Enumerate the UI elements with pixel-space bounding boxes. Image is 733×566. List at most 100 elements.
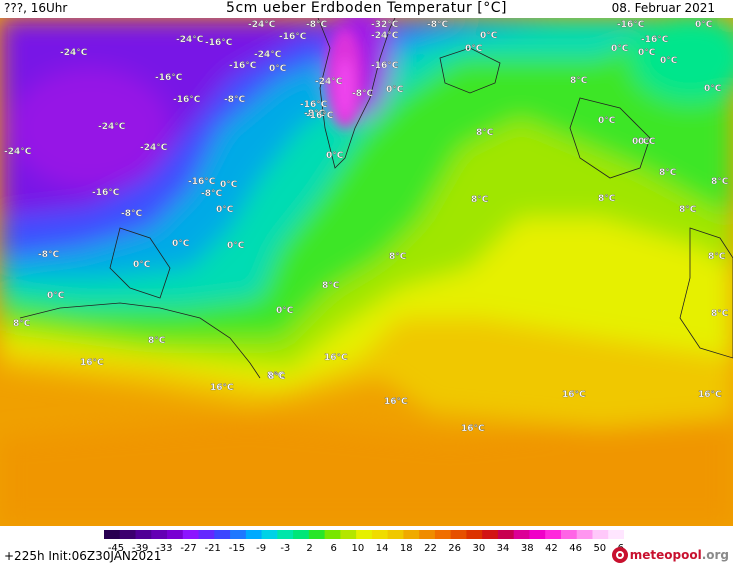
temperature-map: -24°C -8°C -32°C -8°C -16°C 0°C -24°C -1… bbox=[0, 18, 733, 526]
temperature-labels: -24°C -8°C -32°C -8°C -16°C 0°C -24°C -1… bbox=[4, 20, 729, 434]
map-label: 0°C bbox=[465, 44, 483, 54]
map-label: 0°C bbox=[704, 84, 722, 94]
map-label: 0°C bbox=[227, 241, 245, 251]
map-label: 16°C bbox=[324, 353, 348, 363]
map-label: 0°C bbox=[326, 151, 344, 161]
color-legend: -45 -39 -33 -27 -21 -15 -9 -3 2 6 10 14 18 22 26 30 34 38… bbox=[104, 530, 624, 554]
map-label: 16°C bbox=[461, 424, 485, 434]
legend-swatch bbox=[466, 530, 483, 539]
map-label: 0°C bbox=[695, 20, 713, 30]
map-label: -8°C bbox=[201, 189, 222, 199]
map-label: -16°C bbox=[300, 100, 328, 110]
legend-swatch bbox=[135, 530, 152, 539]
map-label: -24°C bbox=[254, 50, 282, 60]
legend-swatch bbox=[151, 530, 168, 539]
greenland-cold-core bbox=[327, 28, 363, 128]
map-label: 16°C bbox=[698, 390, 722, 400]
legend-swatch bbox=[482, 530, 499, 539]
map-label: -8°C bbox=[306, 20, 327, 30]
map-label: 0°C bbox=[480, 31, 498, 41]
map-label: 0°C bbox=[47, 291, 65, 301]
legend-tick-label: -39 bbox=[132, 543, 148, 554]
legend-swatch bbox=[308, 530, 326, 539]
legend-swatch bbox=[230, 530, 247, 539]
legend-swatch bbox=[403, 530, 420, 539]
map-label: 8°C bbox=[711, 177, 729, 187]
legend-swatch bbox=[261, 530, 278, 539]
legend-tick-label: 34 bbox=[497, 543, 510, 554]
map-label: 0°C bbox=[220, 180, 238, 190]
legend-swatch bbox=[545, 530, 562, 539]
map-label: 0°C bbox=[133, 260, 151, 270]
map-label: 8°C bbox=[570, 76, 588, 86]
legend-swatch bbox=[340, 530, 357, 539]
map-label: 8°C bbox=[389, 252, 407, 262]
map-label: -8°C bbox=[121, 209, 142, 219]
meteopool-logo[interactable]: meteopool .org bbox=[611, 546, 729, 564]
map-label: 8°C bbox=[471, 195, 489, 205]
map-label: 16°C bbox=[384, 397, 408, 407]
map-label: 8°C bbox=[659, 168, 677, 178]
map-label: 0°C bbox=[611, 44, 629, 54]
legend-swatch bbox=[198, 530, 215, 539]
map-label: -24°C bbox=[248, 20, 276, 30]
coastlines bbox=[19, 18, 733, 379]
map-label: 0°C bbox=[632, 137, 650, 147]
map-label: -16°C bbox=[173, 95, 201, 105]
logo-text: meteopool bbox=[629, 548, 702, 562]
legend-tick-label: 38 bbox=[521, 543, 534, 554]
map-label: 0°C bbox=[269, 64, 287, 74]
map-label: 8°C bbox=[476, 128, 494, 138]
legend-swatch bbox=[245, 530, 263, 539]
map-label: -8°C bbox=[427, 20, 448, 30]
map-label: -24°C bbox=[315, 77, 343, 87]
legend-swatch bbox=[419, 530, 436, 539]
legend-tick-label: 10 bbox=[352, 543, 365, 554]
footer-bar: -45 -39 -33 -27 -21 -15 -9 -3 2 6 10 14 18 22 26 30 34 38… bbox=[0, 526, 733, 566]
map-label: -16°C bbox=[617, 20, 645, 30]
valid-date-label: 08. Februar 2021 bbox=[611, 1, 715, 15]
legend-swatch bbox=[387, 530, 404, 539]
map-label: 0°C bbox=[172, 239, 190, 249]
map-label: 16°C bbox=[80, 358, 104, 368]
legend-swatch bbox=[167, 530, 184, 539]
legend-tick-label: -45 bbox=[108, 543, 124, 554]
map-label: -32°C bbox=[371, 20, 399, 30]
valid-time-label: ???, 16Uhr bbox=[4, 1, 68, 15]
map-label: 8°C bbox=[679, 205, 697, 215]
legend-tick-label: 50 bbox=[593, 543, 606, 554]
map-label: -16°C bbox=[371, 61, 399, 71]
legend-tick-label: 30 bbox=[472, 543, 485, 554]
map-label: -24°C bbox=[60, 48, 88, 58]
map-label: 0°C bbox=[276, 306, 294, 316]
map-label: 8°C bbox=[13, 319, 31, 329]
model-run-info: +225h Init:06Z30JAN2021 bbox=[4, 549, 162, 563]
legend-swatch bbox=[576, 530, 593, 539]
legend-tick-label: -15 bbox=[229, 543, 245, 554]
map-label: -16°C bbox=[155, 73, 183, 83]
map-label: 16°C bbox=[210, 383, 234, 393]
map-label: -16°C bbox=[92, 188, 120, 198]
legend-swatch bbox=[450, 530, 467, 539]
map-label: -16°C bbox=[306, 111, 334, 121]
legend-tick-label: 46 bbox=[569, 543, 582, 554]
legend-tick-label: 26 bbox=[448, 543, 461, 554]
legend-tick-label: 18 bbox=[400, 543, 413, 554]
legend-swatch bbox=[529, 530, 546, 539]
map-label: -16°C bbox=[279, 32, 307, 42]
map-label: -16°C bbox=[229, 61, 257, 71]
legend-swatch bbox=[560, 530, 578, 539]
header-bar: ???, 16Uhr 5cm ueber Erdboden Temperatur… bbox=[0, 0, 733, 18]
legend-tick-label: 2 bbox=[306, 543, 312, 554]
legend-swatch bbox=[434, 530, 452, 539]
map-label: -16°C bbox=[205, 38, 233, 48]
map-label: -8°C bbox=[304, 109, 325, 119]
legend-tick-label: -21 bbox=[205, 543, 221, 554]
legend-swatch bbox=[324, 530, 341, 539]
legend-swatch bbox=[119, 530, 137, 539]
map-label: 0°C bbox=[638, 137, 656, 147]
map-title: 5cm ueber Erdboden Temperatur [°C] bbox=[226, 0, 507, 16]
legend-tick-label: -9 bbox=[256, 543, 266, 554]
map-label: 8°C bbox=[268, 372, 286, 382]
map-label: 8°C bbox=[708, 252, 726, 262]
